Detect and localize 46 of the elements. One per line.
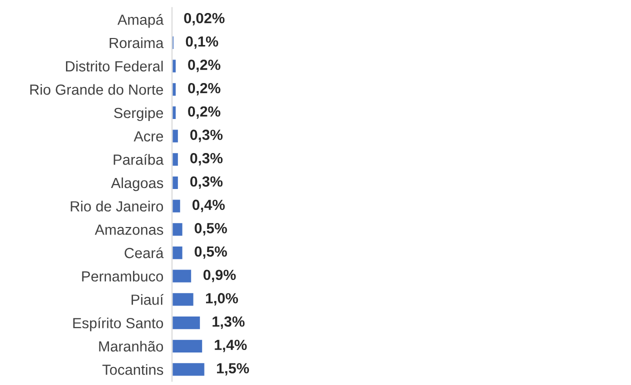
- bar: [172, 175, 180, 190]
- data-label: 0,2%: [188, 60, 220, 72]
- data-label: 0,3%: [190, 130, 223, 142]
- y-tick-label: Ceará: [124, 247, 164, 258]
- data-label: 1,3%: [212, 316, 245, 329]
- y-tick-label: Rio Grande do Norte: [30, 84, 164, 95]
- bar: [172, 292, 195, 308]
- bar: [172, 245, 184, 260]
- y-tick-label: Amazonas: [94, 224, 164, 235]
- y-tick-label: Roraima: [110, 37, 164, 48]
- data-label: 0,5%: [194, 223, 227, 236]
- bar: [172, 82, 178, 98]
- data-label: 0,4%: [192, 200, 225, 212]
- data-label: 0,3%: [190, 176, 223, 189]
- bar: [172, 315, 202, 330]
- bar: [172, 128, 180, 144]
- y-tick-label: Paraíba: [114, 154, 164, 165]
- y-tick-label: Sergipe: [114, 107, 164, 122]
- bar: [172, 338, 204, 354]
- bar: [172, 35, 175, 50]
- y-tick-label: Espírito Santo: [73, 317, 164, 332]
- y-tick-label: Alagoas: [111, 177, 164, 192]
- y-tick-label: Amapá: [117, 14, 164, 28]
- data-label: 0,2%: [188, 82, 220, 96]
- data-label: 0,3%: [190, 153, 223, 166]
- y-tick-label: Distrito Federal: [66, 60, 163, 72]
- y-tick-label: Maranhão: [99, 340, 164, 352]
- y-tick-label: Acre: [134, 131, 164, 142]
- bar: [172, 198, 182, 214]
- data-label: 1,4%: [214, 340, 247, 352]
- data-label: 0,2%: [188, 106, 220, 119]
- bar: [172, 152, 180, 168]
- data-label: 0,9%: [203, 270, 236, 282]
- y-tick-label: Tocantins: [102, 364, 164, 375]
- data-label: 0,02%: [184, 12, 225, 26]
- data-label: 0,1%: [186, 36, 218, 49]
- y-tick-label: Rio de Janeiro: [70, 200, 164, 212]
- bar: [172, 268, 192, 284]
- bar: [172, 362, 205, 378]
- data-label: 1,5%: [217, 363, 249, 376]
- bar: [172, 222, 184, 238]
- y-tick-label: Pernambuco: [82, 270, 164, 282]
- data-label: 1,0%: [206, 293, 238, 306]
- bar: [172, 105, 178, 120]
- data-label: 0,5%: [194, 246, 227, 259]
- y-tick-label: Piauí: [132, 294, 164, 305]
